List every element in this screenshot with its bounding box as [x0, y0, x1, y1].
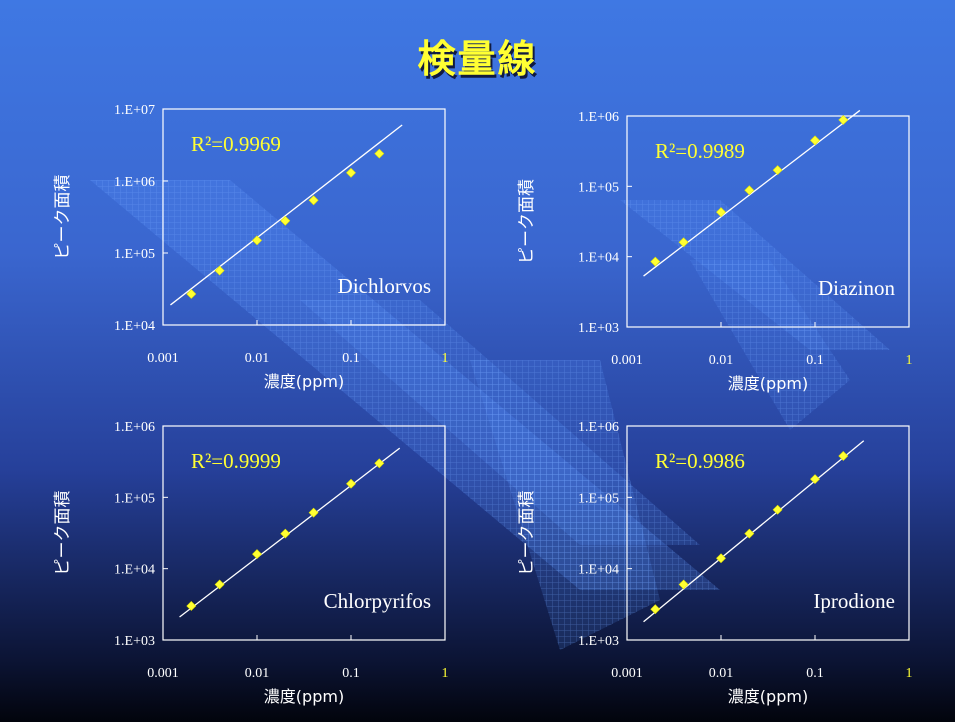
slide-title: 検量線: [417, 37, 538, 81]
y-tick-label: 1.E+04: [578, 251, 619, 266]
data-point: [772, 504, 783, 515]
chart-iprodione: 1.E+03 1.E+04 1.E+05 1.E+06 0.001 0.01 0.1 1 濃度(…: [517, 420, 913, 706]
x-tick-label: 1: [442, 351, 449, 366]
data-point: [838, 114, 849, 125]
data-point: [374, 148, 385, 159]
y-tick-label: 1.E+04: [114, 563, 155, 578]
data-point: [810, 474, 820, 485]
data-point: [346, 478, 356, 489]
compound-name: Dichlorvos: [338, 274, 431, 298]
data-point: [772, 165, 783, 176]
y-tick-label: 1.E+03: [578, 634, 619, 649]
data-point: [744, 528, 755, 539]
data-point: [252, 549, 262, 560]
data-point: [252, 235, 262, 246]
x-tick-label: 0.01: [709, 666, 734, 681]
data-point: [308, 507, 319, 518]
data-point: [716, 553, 726, 564]
chart-dichlorvos: 1.E+04 1.E+05 1.E+06 1.E+07 0.001 0.01 0.1 1 濃度(…: [53, 103, 449, 391]
data-point: [186, 601, 197, 611]
compound-name: Iprodione: [813, 589, 895, 613]
x-axis-label: 濃度(ppm): [728, 687, 808, 706]
y-tick-label: 1.E+06: [578, 420, 619, 435]
x-tick-label: 1: [906, 353, 913, 368]
fit-line: [643, 440, 865, 623]
x-tick-label: 0.1: [342, 351, 360, 366]
y-axis-label: ピーク面積: [517, 179, 537, 264]
data-point: [716, 207, 726, 218]
x-tick-label: 0.001: [611, 353, 643, 368]
y-tick-label: 1.E+06: [114, 175, 155, 190]
data-point: [650, 604, 661, 615]
y-tick-label: 1.E+05: [578, 491, 619, 506]
fit-line: [643, 109, 861, 277]
y-tick-label: 1.E+06: [578, 110, 619, 125]
r-squared-label: R²=0.9969: [191, 132, 281, 156]
data-point: [346, 167, 356, 178]
r-squared-label: R²=0.9999: [191, 449, 281, 473]
compound-name: Diazinon: [818, 276, 895, 300]
data-point: [280, 528, 291, 539]
y-tick-label: 1.E+05: [114, 247, 155, 262]
plot-frame: [626, 115, 910, 328]
r-squared-label: R²=0.9989: [655, 139, 745, 163]
x-tick-label: 0.1: [806, 353, 824, 368]
y-tick-label: 1.E+05: [114, 491, 155, 506]
plot-frame: [162, 425, 446, 641]
chart-diazinon: 1.E+03 1.E+04 1.E+05 1.E+06 0.001 0.01 0.1 1 濃度(…: [517, 109, 913, 393]
y-tick-label: 1.E+03: [114, 634, 155, 649]
data-point: [374, 458, 385, 469]
data-point: [308, 195, 319, 206]
fit-line: [170, 124, 403, 306]
x-tick-label: 0.001: [611, 666, 643, 681]
y-tick-label: 1.E+06: [114, 420, 155, 435]
data-point: [186, 289, 197, 299]
plot-frame: [626, 425, 910, 641]
y-axis-label: ピーク面積: [53, 491, 73, 576]
y-axis-label: ピーク面積: [53, 175, 73, 260]
r-squared-label: R²=0.9986: [655, 449, 745, 473]
x-tick-label: 0.001: [147, 351, 179, 366]
data-point: [838, 451, 849, 461]
x-axis-label: 濃度(ppm): [728, 374, 808, 393]
y-tick-label: 1.E+03: [578, 321, 619, 336]
x-tick-label: 0.1: [806, 666, 824, 681]
y-tick-label: 1.E+05: [578, 180, 619, 195]
plot-frame: [162, 108, 446, 326]
x-tick-label: 0.1: [342, 666, 360, 681]
data-point: [214, 265, 225, 276]
x-axis-label: 濃度(ppm): [264, 687, 344, 706]
x-tick-label: 0.01: [245, 351, 270, 366]
data-point: [214, 579, 225, 590]
x-tick-label: 0.01: [245, 666, 270, 681]
y-tick-label: 1.E+04: [578, 563, 619, 578]
data-point: [678, 237, 689, 248]
data-point: [678, 579, 689, 590]
y-tick-label: 1.E+07: [114, 103, 155, 118]
y-axis-label: ピーク面積: [517, 491, 537, 576]
data-point: [810, 135, 820, 146]
x-tick-label: 0.001: [147, 666, 179, 681]
x-axis-label: 濃度(ppm): [264, 372, 344, 391]
fit-line: [179, 447, 401, 618]
data-point: [280, 215, 291, 226]
data-point: [650, 256, 661, 267]
chart-chlorpyrifos: 1.E+03 1.E+04 1.E+05 1.E+06 0.001 0.01 0.1 1 濃度(…: [53, 420, 449, 706]
x-tick-label: 1: [442, 666, 449, 681]
x-tick-label: 0.01: [709, 353, 734, 368]
data-point: [744, 185, 755, 196]
y-tick-label: 1.E+04: [114, 319, 155, 334]
x-tick-label: 1: [906, 666, 913, 681]
compound-name: Chlorpyrifos: [324, 589, 431, 613]
